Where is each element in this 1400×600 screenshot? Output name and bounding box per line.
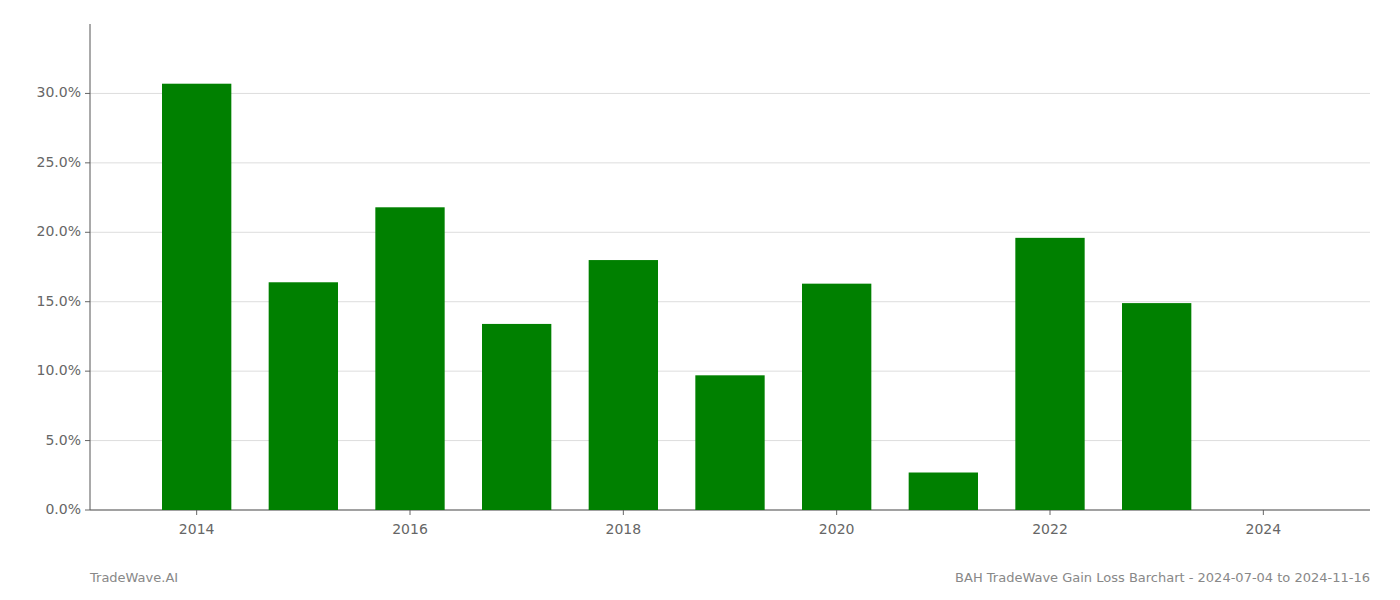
bar <box>695 375 764 510</box>
y-tick-label: 30.0% <box>37 84 81 100</box>
x-tick-label: 2014 <box>179 521 215 537</box>
bar <box>482 324 551 510</box>
bar <box>269 282 338 510</box>
x-tick <box>1050 510 1051 515</box>
bar <box>1015 238 1084 510</box>
x-tick <box>1263 510 1264 515</box>
y-tick <box>85 93 90 94</box>
x-tick <box>196 510 197 515</box>
y-tick <box>85 371 90 372</box>
footer-annotation: TradeWave.AI <box>89 570 178 585</box>
x-tick-label: 2024 <box>1246 521 1282 537</box>
x-tick-label: 2020 <box>819 521 855 537</box>
bar <box>1122 303 1191 510</box>
y-tick-label: 15.0% <box>37 293 81 309</box>
footer-annotation: BAH TradeWave Gain Loss Barchart - 2024-… <box>955 570 1370 585</box>
chart-container: 0.0% 5.0% 10.0% 15.0% 20.0% 25.0% 30.0% 2014 201… <box>0 0 1400 600</box>
y-tick-label: 0.0% <box>45 501 81 517</box>
y-tick <box>85 510 90 511</box>
x-tick <box>410 510 411 515</box>
x-tick-label: 2016 <box>392 521 428 537</box>
y-axis-line <box>90 24 91 510</box>
y-tick <box>85 301 90 302</box>
axes: 0.0% 5.0% 10.0% 15.0% 20.0% 25.0% 30.0% 2014 201… <box>37 24 1370 537</box>
footer: TradeWave.AI BAH TradeWave Gain Loss Barc… <box>89 570 1370 585</box>
bar <box>802 284 871 510</box>
bars <box>162 84 1191 510</box>
grid-line <box>90 93 1370 94</box>
bar <box>162 84 231 510</box>
chart: 0.0% 5.0% 10.0% 15.0% 20.0% 25.0% 30.0% 2014 201… <box>0 0 1400 600</box>
y-tick <box>85 440 90 441</box>
y-tick-label: 10.0% <box>37 362 81 378</box>
bar <box>589 260 658 510</box>
y-tick-label: 20.0% <box>37 223 81 239</box>
x-tick <box>836 510 837 515</box>
y-tick <box>85 162 90 163</box>
grid-line <box>90 232 1370 233</box>
x-tick-label: 2018 <box>606 521 642 537</box>
grid <box>90 93 1370 510</box>
x-tick-label: 2022 <box>1032 521 1068 537</box>
bar <box>909 473 978 510</box>
x-tick <box>623 510 624 515</box>
grid-line <box>90 162 1370 163</box>
y-tick-label: 25.0% <box>37 154 81 170</box>
y-tick <box>85 232 90 233</box>
y-tick-label: 5.0% <box>45 432 81 448</box>
bar <box>375 207 444 510</box>
